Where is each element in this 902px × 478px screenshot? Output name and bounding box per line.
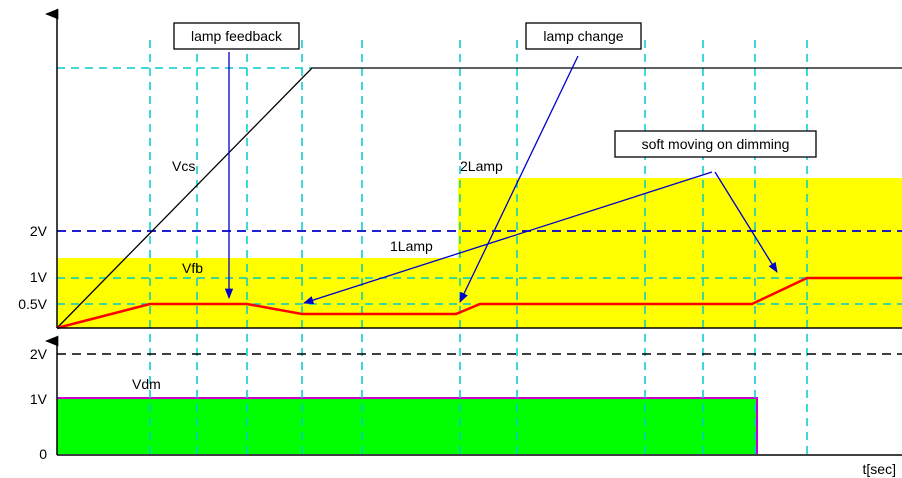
two-lamp-region <box>458 178 902 328</box>
vdm-pulse-edge <box>57 397 758 454</box>
vfb-curve <box>56 276 902 330</box>
soft-dimming-text: soft moving on dimming <box>642 136 790 152</box>
vcs-label: Vcs <box>172 158 195 174</box>
lamp-feedback-callout: lamp feedback <box>173 22 300 50</box>
vdm-pulse <box>57 398 757 454</box>
lamp-change-text: lamp change <box>543 28 623 44</box>
upper-label-05v: 0.5V <box>18 296 47 312</box>
lamp-change-arrow <box>459 55 579 303</box>
lamp-feedback-text: lamp feedback <box>191 28 283 44</box>
two-lamp-label: 2Lamp <box>460 158 503 174</box>
upper-label-2v: 2V <box>30 223 48 239</box>
upper-label-1v: 1V <box>30 269 48 285</box>
one-lamp-label: 1Lamp <box>390 238 433 254</box>
soft-dimming-arrow-left <box>303 171 713 305</box>
time-axis-label: t[sec] <box>863 461 896 477</box>
vcs-curve <box>56 67 902 329</box>
lower-label-1v: 1V <box>30 391 48 407</box>
lower-label-zero: 0 <box>39 446 47 462</box>
vfb-label: Vfb <box>182 260 203 276</box>
soft-dimming-callout: soft moving on dimming <box>614 130 817 158</box>
soft-dimming-arrow-right <box>714 171 778 273</box>
lamp-change-callout: lamp change <box>525 22 642 50</box>
lower-label-2v: 2V <box>30 346 48 362</box>
one-lamp-region <box>57 258 458 328</box>
vdm-label: Vdm <box>132 376 161 392</box>
